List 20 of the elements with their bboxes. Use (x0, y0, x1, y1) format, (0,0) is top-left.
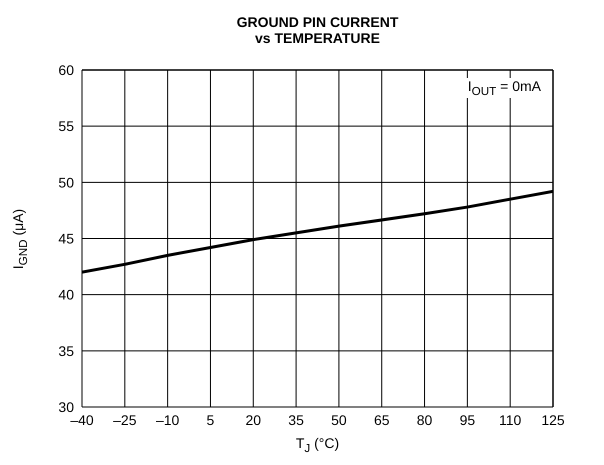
y-tick-label: 60 (58, 62, 74, 78)
x-tick-label: 125 (541, 412, 565, 428)
y-tick-label: 45 (58, 230, 74, 246)
annotation: I$_{OUT}$ = 0mA (466, 78, 543, 98)
chart-title: GROUND PIN CURRENT vs TEMPERATURE (236, 14, 400, 46)
x-tick-label: 80 (416, 412, 433, 428)
x-axis-title: T$_{J}$ (°C) (294, 435, 340, 455)
x-tick-label: 35 (288, 412, 304, 428)
x-tick-label: –10 (156, 412, 180, 428)
x-tick-label: 110 (499, 412, 522, 428)
y-tick-label: 50 (58, 174, 74, 190)
y-tick-label: 40 (58, 286, 74, 303)
x-tick-label: 65 (374, 412, 390, 428)
x-tick-label: 50 (331, 412, 347, 428)
x-tick-label: 20 (245, 412, 262, 428)
x-tick-label: –25 (113, 412, 137, 428)
y-tick-label: 55 (58, 118, 74, 134)
x-tick-label: 5 (206, 412, 215, 428)
y-tick-label: 35 (58, 342, 74, 359)
x-tick-label: 95 (460, 412, 476, 428)
